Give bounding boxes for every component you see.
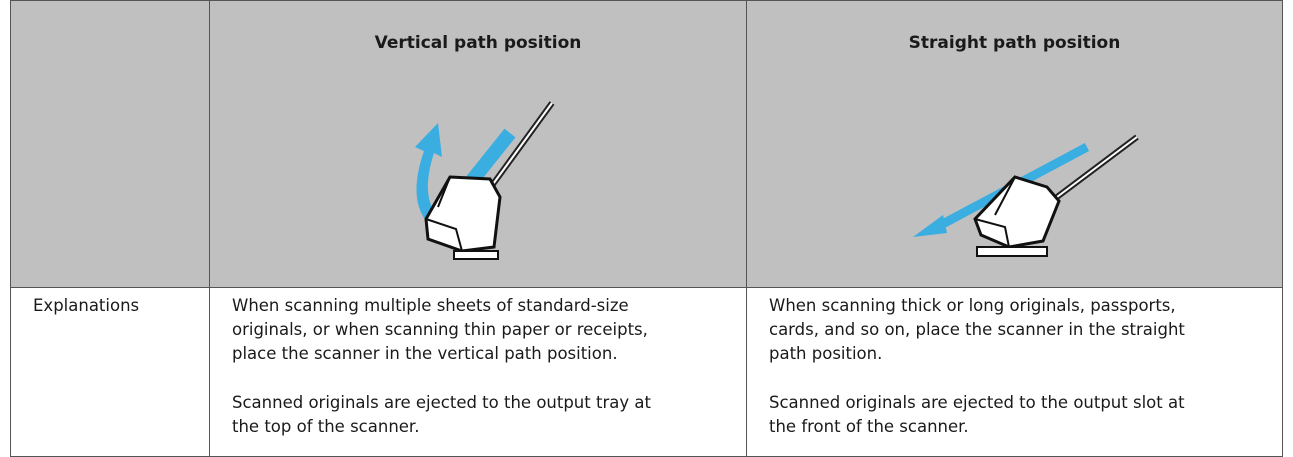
- header-corner: [10, 0, 210, 288]
- vertical-illustration: [415, 101, 555, 260]
- body-cell: When scanning thick or long originals, p…: [746, 287, 1283, 457]
- header-title: Vertical path position: [374, 33, 582, 53]
- paragraph: When scanning thick or long originals, p…: [769, 294, 1185, 366]
- row-label-cell: Explanations: [10, 287, 210, 457]
- text-line: When scanning multiple sheets of standar…: [232, 296, 629, 315]
- text-line: path position.: [769, 344, 883, 363]
- text-line: place the scanner in the vertical path p…: [232, 344, 618, 363]
- text-line: the front of the scanner.: [769, 417, 969, 436]
- header-cell: Vertical path position: [209, 0, 747, 288]
- text-line: the top of the scanner.: [232, 417, 420, 436]
- straight-illustration: [913, 134, 1139, 257]
- text-line: originals, or when scanning thin paper o…: [232, 320, 648, 339]
- text-line: Scanned originals are ejected to the out…: [769, 393, 1185, 412]
- text-line: When scanning thick or long originals, p…: [769, 296, 1176, 315]
- header-cell: Straight path position: [746, 0, 1283, 288]
- body-cell: When scanning multiple sheets of standar…: [209, 287, 747, 457]
- paragraph: Scanned originals are ejected to the out…: [232, 391, 651, 439]
- paragraph: Scanned originals are ejected to the out…: [769, 391, 1185, 439]
- paragraph: When scanning multiple sheets of standar…: [232, 294, 648, 366]
- row-label: Explanations: [33, 296, 140, 315]
- header-title: Straight path position: [908, 33, 1121, 53]
- text-line: Scanned originals are ejected to the out…: [232, 393, 651, 412]
- text-line: cards, and so on, place the scanner in t…: [769, 320, 1185, 339]
